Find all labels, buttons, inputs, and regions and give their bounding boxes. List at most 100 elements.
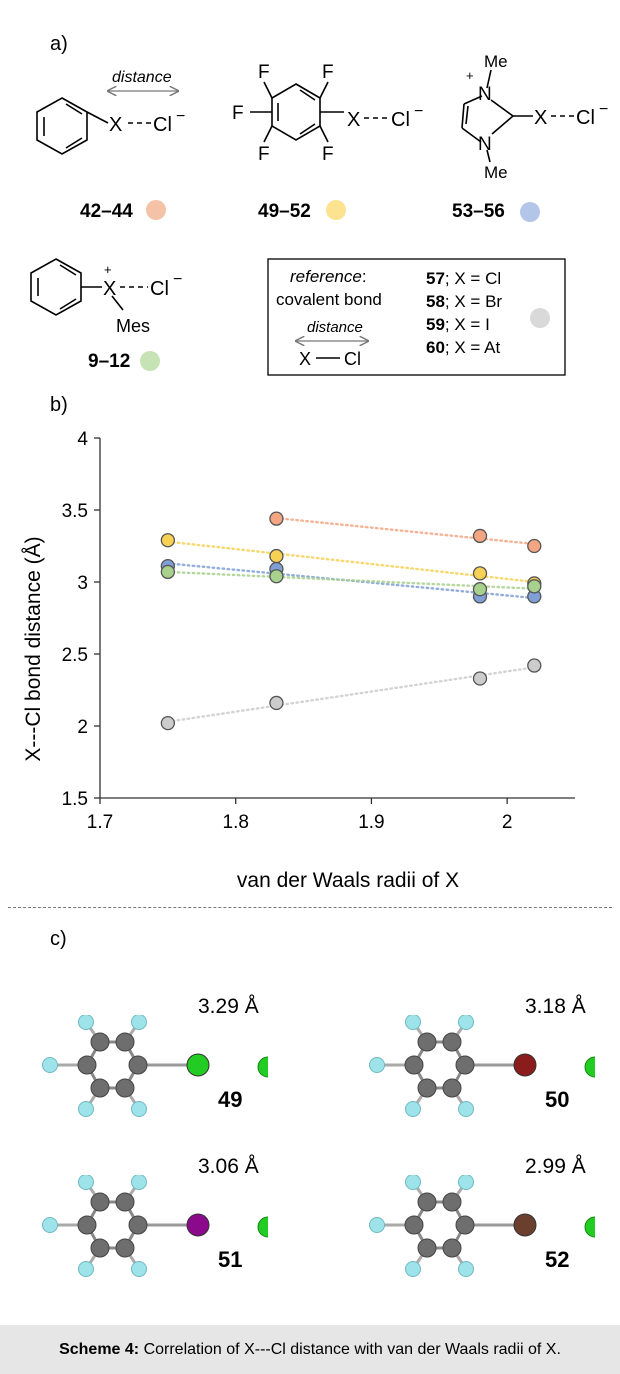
halogen-atom	[186, 1053, 210, 1077]
data-point	[472, 528, 488, 544]
reference-box	[267, 258, 566, 376]
molecule-50	[369, 1015, 595, 1117]
iodonium-charge: −	[173, 271, 182, 288]
imidazolium-cl: Cl	[576, 107, 595, 129]
molecule-51	[42, 1175, 268, 1277]
fluorine-atom	[405, 1175, 421, 1190]
halogen-atom	[513, 1213, 537, 1237]
data-point	[472, 671, 488, 686]
carbon-atom	[128, 1055, 148, 1075]
data-point	[527, 538, 542, 554]
trendline	[166, 666, 536, 723]
imidazolium-me1: Me	[484, 52, 508, 71]
scheme-a-structures: distance X Cl − F F F F F X Cl − + N N M…	[30, 52, 608, 376]
x-tick-label: 1.7	[87, 812, 113, 833]
phenyl-cl: Cl	[153, 114, 172, 136]
data-point	[160, 564, 176, 580]
compound-label-c6f5: 49–52	[258, 201, 311, 222]
x-tick-label: 1.8	[223, 812, 249, 833]
section-divider	[8, 907, 612, 908]
panel-a-label: a)	[50, 33, 68, 55]
chart-x-axis-label: van der Waals radii of X	[237, 869, 459, 892]
reference-distance-label: distance	[307, 319, 363, 336]
carbon-atom	[442, 1238, 462, 1258]
carbon-atom	[404, 1215, 424, 1235]
iodonium-plus: +	[104, 262, 112, 277]
reference-x: X	[299, 349, 311, 369]
compound-label: 52	[545, 1247, 570, 1272]
data-point	[269, 511, 284, 526]
y-tick-label: 2	[77, 717, 88, 738]
c6f5-x: X	[347, 109, 360, 131]
trendline	[166, 570, 536, 590]
reference-cl: Cl	[344, 349, 361, 369]
series-0	[269, 511, 542, 554]
f-atom: F	[322, 144, 334, 165]
reference-title: reference:	[290, 267, 367, 286]
chart-axes: 1.5 2 2.5 3 3.5 4 1.7 1.8 1.9 2	[62, 429, 575, 833]
data-point	[472, 582, 488, 597]
imidazolium-structure	[461, 69, 575, 163]
f-atom: F	[258, 144, 270, 165]
fluorine-atom	[131, 1101, 147, 1117]
fluorine-atom	[131, 1015, 147, 1030]
fluorine-atom	[42, 1217, 58, 1233]
carbon-atom	[115, 1192, 135, 1212]
series-4	[160, 658, 542, 731]
compound-label-imidazolium: 53–56	[452, 201, 505, 222]
chloride-atom	[584, 1056, 595, 1078]
carbon-atom	[455, 1215, 475, 1235]
data-point	[269, 548, 284, 564]
fluorine-atom	[458, 1015, 474, 1030]
imidazolium-charge: −	[599, 101, 608, 118]
distance-vs-radius-chart: 1.5 2 2.5 3 3.5 4 1.7 1.8 1.9 2 X---Cl bond dista…	[22, 429, 575, 892]
trendline	[166, 562, 536, 600]
f-atom: F	[232, 103, 244, 124]
panel-b-label: b)	[50, 394, 68, 416]
imidazolium-x: X	[534, 107, 547, 129]
iodonium-cl: Cl	[150, 278, 169, 300]
carbon-atom	[115, 1238, 135, 1258]
reference-entry: 57; X = Cl	[426, 269, 501, 288]
reference-entry: 59; X = I	[426, 315, 490, 334]
carbon-atom	[115, 1032, 135, 1052]
imidazolium-plus: +	[466, 68, 474, 83]
fluorine-atom	[369, 1217, 385, 1233]
color-key-c6f5	[326, 200, 346, 220]
fluorine-atom	[78, 1101, 94, 1117]
chart-series	[160, 511, 542, 731]
pentafluorophenyl-structure	[250, 81, 390, 143]
carbon-atom	[442, 1032, 462, 1052]
data-point	[472, 566, 488, 581]
chart-y-axis-label: X---Cl bond distance (Å)	[22, 536, 45, 761]
y-tick-label: 1.5	[62, 789, 88, 810]
phenyl-charge: −	[176, 108, 185, 125]
distance-label: 3.06 Å	[198, 1155, 259, 1178]
carbon-atom	[442, 1078, 462, 1098]
phenyl-structure	[36, 91, 178, 155]
carbon-atom	[404, 1055, 424, 1075]
compound-label: 51	[218, 1247, 243, 1272]
carbon-atom	[90, 1192, 110, 1212]
fluorine-atom	[42, 1057, 58, 1073]
distance-label: 3.29 Å	[198, 995, 259, 1018]
trendline	[275, 516, 536, 546]
c6f5-cl: Cl	[391, 109, 410, 131]
color-key-imidazolium	[520, 202, 540, 222]
distance-label: 3.18 Å	[525, 995, 586, 1018]
iodonium-x: X	[103, 278, 116, 300]
color-key-reference	[530, 308, 550, 328]
carbon-atom	[417, 1032, 437, 1052]
carbon-atom	[455, 1055, 475, 1075]
y-tick-label: 3	[77, 573, 88, 594]
fluorine-atom	[78, 1261, 94, 1277]
x-tick-label: 2	[502, 812, 513, 833]
y-tick-label: 4	[77, 429, 88, 450]
imidazolium-n1: N	[478, 84, 492, 105]
panel-c-label: c)	[50, 928, 67, 950]
data-point	[527, 579, 542, 594]
c6f5-charge: −	[414, 103, 423, 120]
fluorine-atom	[131, 1261, 147, 1277]
f-atom: F	[322, 62, 334, 83]
carbon-atom	[90, 1078, 110, 1098]
